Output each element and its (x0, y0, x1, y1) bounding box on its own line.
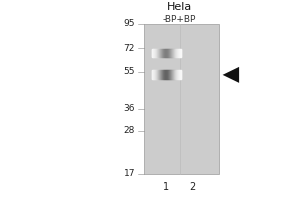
Text: 1: 1 (164, 182, 169, 192)
Polygon shape (223, 67, 239, 83)
Text: 28: 28 (124, 126, 135, 135)
Bar (144, 24, 219, 174)
Text: 36: 36 (124, 104, 135, 113)
Text: 17: 17 (124, 170, 135, 178)
Text: Hela: Hela (167, 2, 192, 12)
Text: -BP+BP: -BP+BP (163, 15, 196, 23)
Text: 95: 95 (124, 20, 135, 28)
Text: 72: 72 (124, 44, 135, 53)
Text: 55: 55 (124, 67, 135, 76)
Text: 2: 2 (190, 182, 196, 192)
